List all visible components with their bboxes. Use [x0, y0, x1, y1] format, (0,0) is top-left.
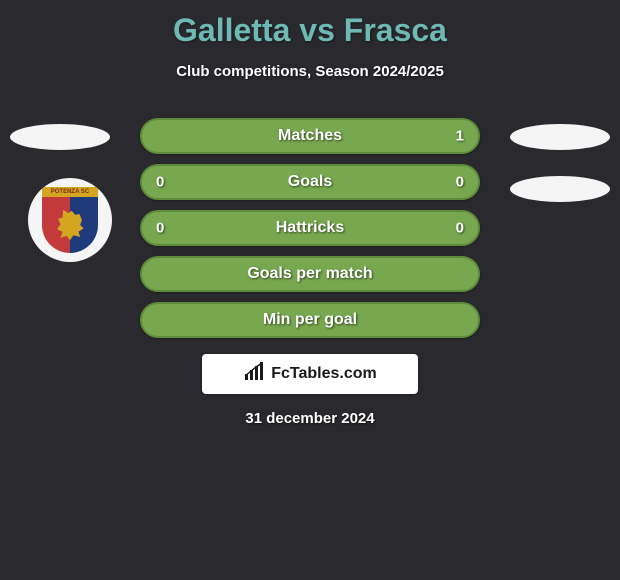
stat-row-matches: Matches 1	[140, 118, 480, 154]
stat-label: Hattricks	[276, 219, 344, 237]
stat-label: Goals	[288, 173, 332, 191]
stat-label: Matches	[278, 127, 342, 145]
stat-value-right: 1	[456, 128, 464, 145]
stat-label: Min per goal	[263, 311, 357, 329]
stats-rows: Matches 1 0 Goals 0 0 Hattricks 0 Goals …	[140, 118, 480, 348]
stat-row-goals: 0 Goals 0	[140, 164, 480, 200]
stat-row-min-per-goal: Min per goal	[140, 302, 480, 338]
stat-label: Goals per match	[247, 265, 372, 283]
club-crest: POTENZA SC	[28, 178, 112, 262]
stat-row-hattricks: 0 Hattricks 0	[140, 210, 480, 246]
stat-value-left: 0	[156, 220, 164, 237]
subtitle: Club competitions, Season 2024/2025	[0, 63, 620, 80]
bar-chart-icon	[243, 362, 267, 387]
avatar-placeholder-left-1	[10, 124, 110, 150]
stat-row-goals-per-match: Goals per match	[140, 256, 480, 292]
page-title: Galletta vs Frasca	[0, 0, 620, 49]
date-text: 31 december 2024	[0, 410, 620, 427]
stat-value-left: 0	[156, 174, 164, 191]
stat-value-right: 0	[456, 220, 464, 237]
avatar-placeholder-right-1	[510, 124, 610, 150]
stat-value-right: 0	[456, 174, 464, 191]
crest-banner: POTENZA SC	[42, 187, 98, 197]
footer-badge: FcTables.com	[202, 354, 418, 394]
footer-brand-text: FcTables.com	[271, 365, 377, 383]
avatar-placeholder-right-2	[510, 176, 610, 202]
